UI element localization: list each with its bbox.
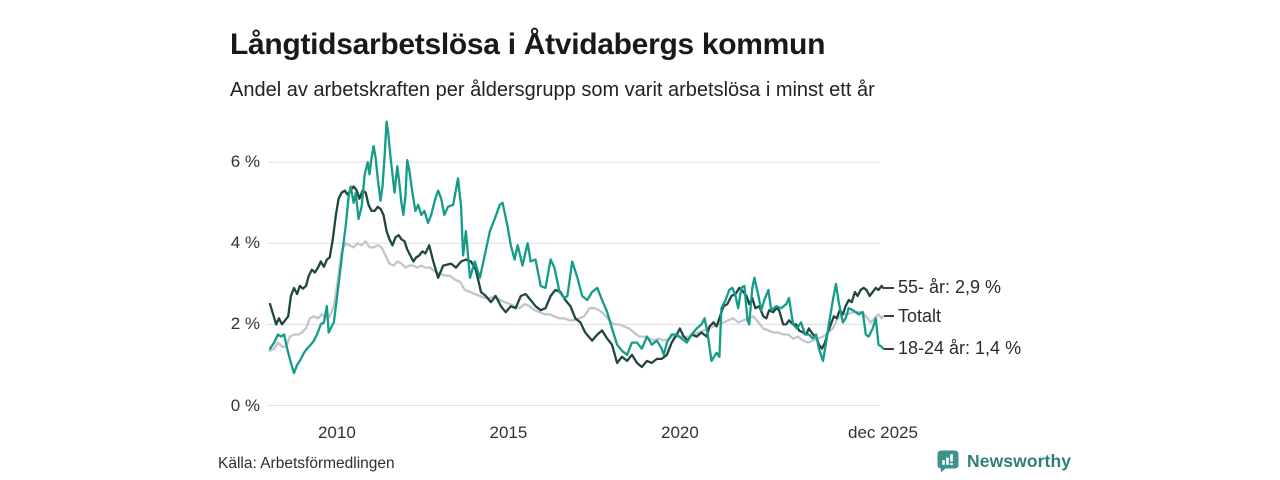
y-tick-label: 0 % bbox=[230, 395, 260, 415]
series-line-Totalt bbox=[268, 240, 885, 352]
legend-dash bbox=[884, 315, 894, 318]
series-end-label-18-24-r: 18-24 år: 1,4 % bbox=[884, 338, 1021, 360]
newsworthy-logo: Newsworthy bbox=[936, 449, 1071, 474]
series-line-55-r bbox=[268, 185, 885, 369]
source-note: Källa: Arbetsförmedlingen bbox=[218, 455, 395, 472]
y-tick-label: 2 % bbox=[230, 314, 260, 334]
chart-subtitle: Andel av arbetskraften per åldersgrupp s… bbox=[230, 79, 875, 101]
series-end-label-55-r: 55- år: 2,9 % bbox=[884, 277, 1001, 299]
legend-text: 18-24 år: 1,4 % bbox=[898, 338, 1022, 359]
newsworthy-icon bbox=[937, 450, 959, 473]
legend-dash bbox=[884, 286, 894, 289]
series-end-label-Totalt: Totalt bbox=[884, 305, 941, 327]
x-tick-label: dec 2025 bbox=[848, 423, 918, 442]
legend-text: 55- år: 2,9 % bbox=[898, 277, 1002, 298]
newsworthy-wordmark: Newsworthy bbox=[967, 451, 1072, 471]
chart-title: Långtidsarbetslösa i Åtvidabergs kommun bbox=[230, 28, 826, 62]
y-tick-label: 6 % bbox=[230, 152, 260, 172]
legend-dash bbox=[884, 347, 894, 350]
y-tick-label: 4 % bbox=[230, 233, 260, 253]
x-tick-label: 2015 bbox=[489, 423, 528, 442]
x-tick-label: 2020 bbox=[661, 423, 699, 442]
series-line-18-24-r bbox=[268, 120, 885, 375]
x-tick-label: 2010 bbox=[317, 423, 356, 442]
legend-text: Totalt bbox=[898, 305, 942, 326]
